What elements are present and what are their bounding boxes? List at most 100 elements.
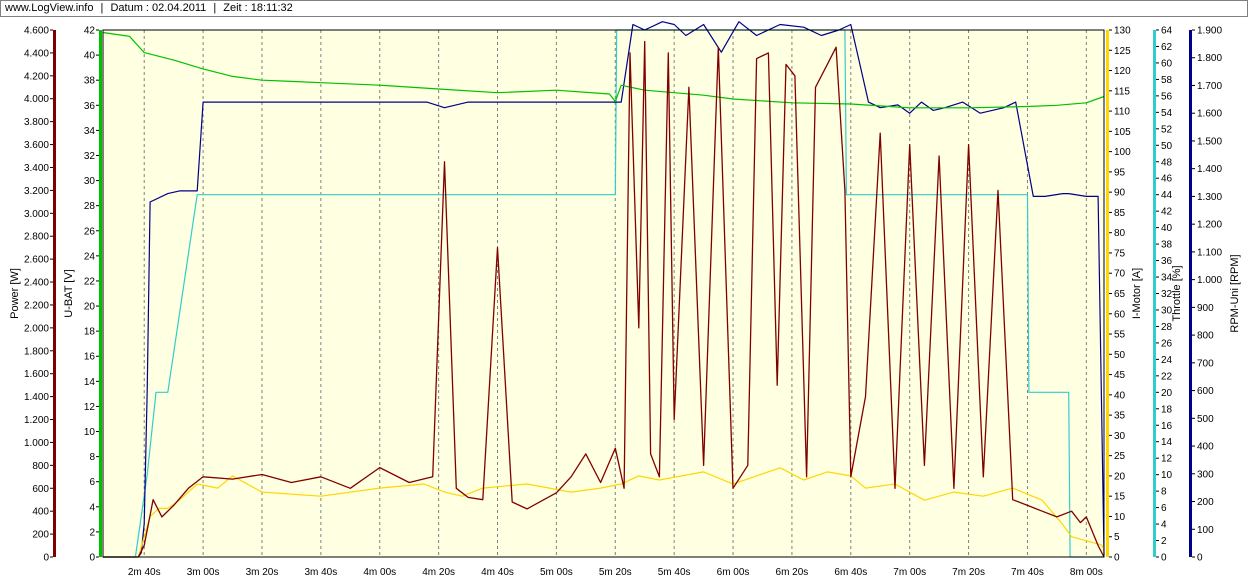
throttle-tick-label: 22 — [1161, 371, 1173, 382]
rpm-tick-label: 1.300 — [1197, 192, 1222, 203]
ubat-tick-label: 40 — [84, 51, 96, 62]
imotor-tick-label: 105 — [1114, 127, 1131, 138]
ubat-tick-label: 12 — [84, 402, 96, 413]
throttle-tick-label: 2 — [1161, 536, 1167, 547]
x-tick-label: 7m 40s — [1011, 567, 1044, 578]
throttle-tick-label: 54 — [1161, 108, 1173, 119]
ubat-tick-label: 6 — [89, 477, 95, 488]
throttle-tick-label: 50 — [1161, 141, 1173, 152]
ubat-tick-label: 32 — [84, 151, 96, 162]
throttle-tick-label: 28 — [1161, 322, 1173, 333]
throttle-tick-label: 10 — [1161, 470, 1173, 481]
power-tick-label: 3.200 — [24, 186, 49, 197]
rpm-tick-label: 100 — [1197, 525, 1214, 536]
power-tick-label: 2.400 — [24, 278, 49, 289]
imotor-tick-label: 110 — [1114, 107, 1130, 118]
ubat-tick-label: 24 — [84, 251, 96, 262]
power-tick-label: 400 — [32, 507, 49, 518]
imotor-tick-label: 75 — [1114, 248, 1126, 259]
throttle-tick-label: 18 — [1161, 404, 1173, 415]
separator: | — [213, 2, 217, 14]
ubat-tick-label: 42 — [84, 26, 96, 37]
ubat-tick-label: 38 — [84, 76, 96, 87]
power-tick-label: 600 — [32, 484, 49, 495]
throttle-tick-label: 12 — [1161, 454, 1173, 465]
x-tick-label: 3m 20s — [246, 567, 279, 578]
rpm-tick-label: 500 — [1197, 414, 1214, 425]
throttle-tick-label: 52 — [1161, 124, 1173, 135]
power-tick-label: 4.200 — [24, 71, 49, 82]
ubat-tick-label: 26 — [84, 226, 96, 237]
ubat-tick-label: 10 — [84, 427, 96, 438]
rpm-axis-line — [1189, 30, 1192, 557]
power-tick-label: 3.600 — [24, 140, 49, 151]
rpm-tick-label: 1.100 — [1197, 247, 1222, 258]
rpm-tick-label: 1.200 — [1197, 220, 1222, 231]
power-tick-label: 2.800 — [24, 232, 49, 243]
throttle-tick-label: 32 — [1161, 289, 1173, 300]
ubat-tick-label: 16 — [84, 352, 96, 363]
ubat-tick-label: 30 — [84, 176, 96, 187]
ubat-series — [102, 31, 1105, 109]
power-tick-label: 3.800 — [24, 117, 49, 128]
imotor-tick-label: 45 — [1114, 370, 1126, 381]
throttle-tick-label: 64 — [1161, 26, 1173, 37]
ubat-tick-label: 4 — [89, 502, 95, 513]
power-tick-label: 4.600 — [24, 26, 49, 37]
rpm-series — [103, 21, 1105, 558]
imotor-tick-label: 85 — [1114, 208, 1126, 219]
throttle-tick-label: 34 — [1161, 273, 1173, 284]
power-tick-label: 1.400 — [24, 392, 49, 403]
power-axis-title: Power [W] — [9, 268, 21, 319]
rpm-tick-label: 1.000 — [1197, 275, 1222, 286]
power-tick-label: 2.600 — [24, 255, 49, 266]
imotor-tick-label: 15 — [1114, 492, 1126, 503]
imotor-tick-label: 5 — [1114, 532, 1120, 543]
imotor-tick-label: 70 — [1114, 269, 1126, 280]
x-tick-label: 6m 40s — [834, 567, 867, 578]
rpm-tick-label: 400 — [1197, 442, 1214, 453]
plot-border — [102, 29, 1105, 558]
imotor-tick-label: 115 — [1114, 86, 1130, 97]
imotor-tick-label: 20 — [1114, 471, 1126, 482]
imotor-tick-label: 95 — [1114, 167, 1126, 178]
power-tick-label: 3.000 — [24, 209, 49, 220]
rpm-tick-label: 1.600 — [1197, 109, 1222, 120]
ubat-axis-line — [99, 30, 102, 557]
imotor-tick-label: 120 — [1114, 66, 1131, 77]
x-tick-label: 4m 20s — [422, 567, 455, 578]
imotor-tick-label: 90 — [1114, 188, 1126, 199]
header-bar: www.LogView.info | Datum : 02.04.2011 | … — [0, 0, 1248, 17]
throttle-tick-label: 6 — [1161, 503, 1167, 514]
throttle-axis-line — [1153, 30, 1156, 557]
site-label[interactable]: www.LogView.info — [5, 2, 94, 14]
throttle-tick-label: 60 — [1161, 58, 1173, 69]
ubat-tick-label: 20 — [84, 302, 96, 313]
power-axis-line — [53, 30, 56, 557]
throttle-tick-label: 14 — [1161, 437, 1173, 448]
imotor-tick-label: 65 — [1114, 289, 1126, 300]
power-tick-label: 0 — [43, 553, 49, 564]
imotor-tick-label: 35 — [1114, 411, 1126, 422]
imotor-tick-label: 130 — [1114, 26, 1131, 37]
rpm-tick-label: 200 — [1197, 497, 1214, 508]
plot-area — [102, 29, 1105, 558]
x-tick-label: 5m 40s — [658, 567, 691, 578]
throttle-axis-title: Throttle [%] — [1171, 265, 1183, 321]
rpm-tick-label: 1.800 — [1197, 53, 1222, 64]
rpm-tick-label: 1.500 — [1197, 136, 1222, 147]
power-tick-label: 4.400 — [24, 48, 49, 59]
power-tick-label: 1.600 — [24, 369, 49, 380]
x-tick-label: 6m 00s — [717, 567, 750, 578]
throttle-tick-label: 62 — [1161, 42, 1173, 53]
ubat-tick-label: 8 — [89, 452, 95, 463]
x-tick-label: 2m 40s — [128, 567, 161, 578]
rpm-tick-label: 1.900 — [1197, 26, 1222, 37]
ubat-tick-label: 22 — [84, 276, 96, 287]
throttle-tick-label: 16 — [1161, 421, 1173, 432]
ubat-axis-title: U-BAT [V] — [63, 269, 75, 318]
throttle-tick-label: 26 — [1161, 338, 1173, 349]
throttle-tick-label: 38 — [1161, 240, 1173, 251]
power-tick-label: 3.400 — [24, 163, 49, 174]
imotor-tick-label: 0 — [1114, 553, 1120, 564]
